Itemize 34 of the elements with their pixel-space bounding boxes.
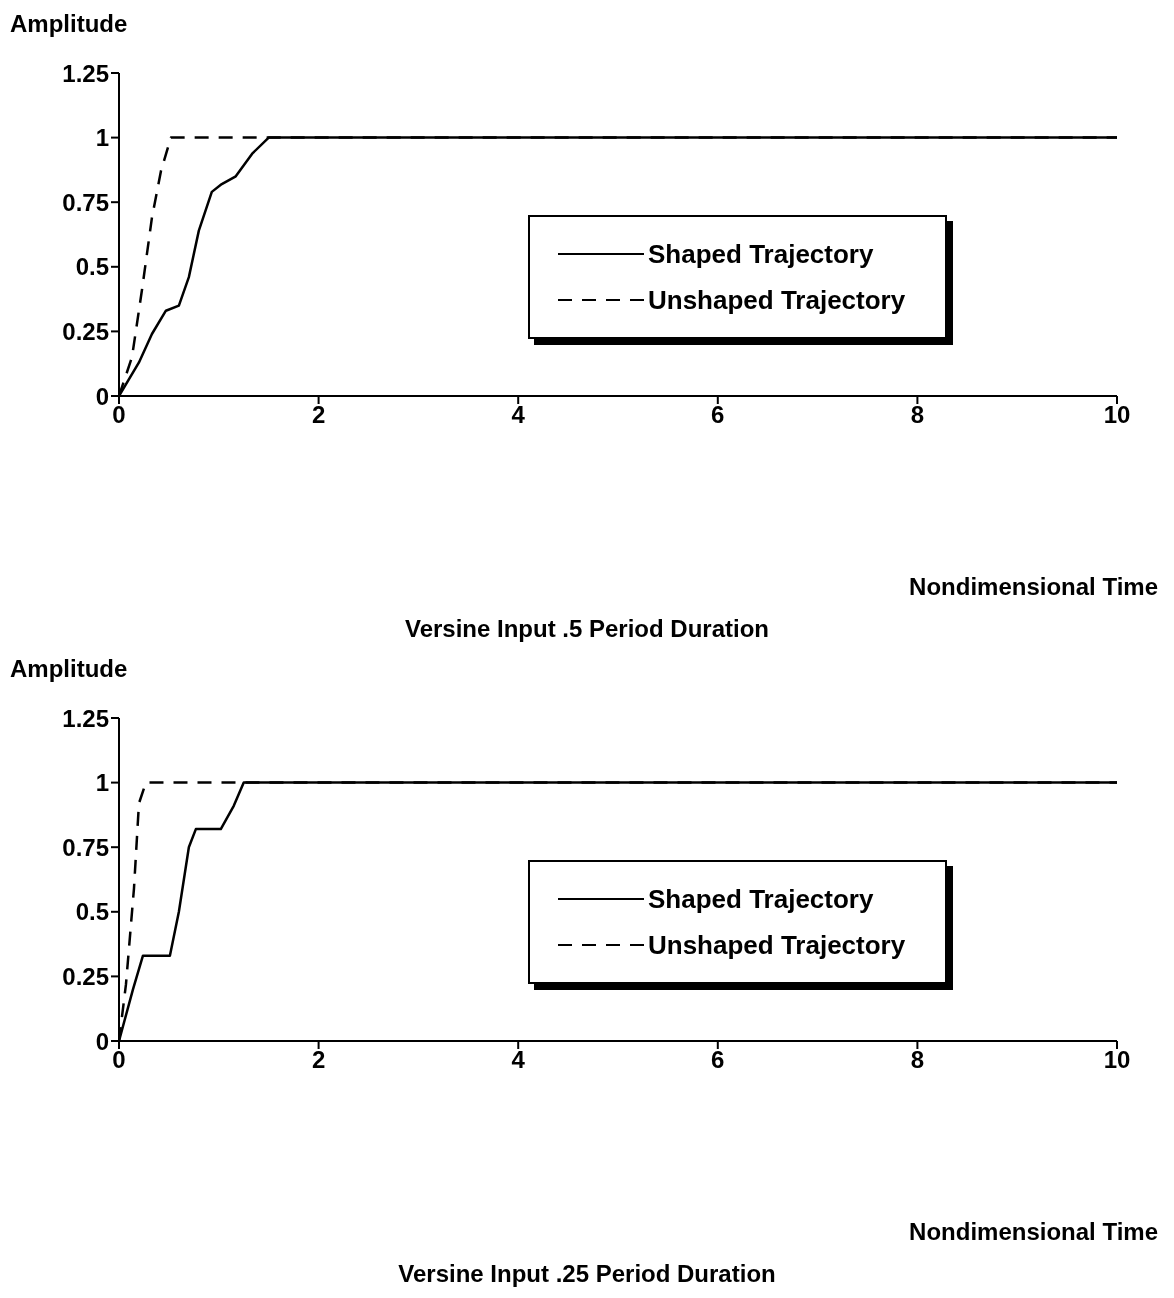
legend-label: Unshaped Trajectory	[648, 284, 906, 316]
x-tick-label: 2	[311, 401, 326, 429]
legend-label: Shaped Trajectory	[648, 238, 874, 270]
y-tick-label: 0	[95, 1027, 109, 1055]
legend-label: Unshaped Trajectory	[648, 929, 906, 961]
x-tick-label: 10	[1103, 401, 1131, 429]
y-tick-label: 0.75	[62, 833, 109, 861]
y-tick-label: 0.25	[62, 962, 109, 990]
y-tick-label: 0.5	[75, 253, 109, 281]
x-tick-label: 6	[711, 1046, 725, 1074]
text: Versine Input .5 Period Duration	[403, 615, 771, 643]
x-axis-title: Nondimensional Time	[909, 573, 1158, 601]
text: Versine Input .25 Period Duration	[397, 1260, 777, 1288]
x-tick-label: 4	[511, 1046, 526, 1074]
y-tick-label: 1.25	[62, 59, 109, 87]
x-tick-label: 8	[910, 401, 925, 429]
x-tick-label: 0	[112, 1046, 126, 1074]
legend-label: Shaped Trajectory	[648, 883, 874, 915]
x-tick-label: 6	[711, 401, 725, 429]
x-tick-label: 0	[112, 401, 126, 429]
x-axis-title: Nondimensional Time	[909, 1218, 1158, 1246]
x-tick-label: 8	[910, 1046, 925, 1074]
x-tick-label: 10	[1103, 1046, 1131, 1074]
y-tick-label: 0.25	[62, 317, 109, 345]
y-tick-label: 1	[95, 124, 109, 152]
x-tick-label: 2	[311, 1046, 326, 1074]
y-axis-title: Amplitude	[10, 10, 128, 38]
x-tick-label: 4	[511, 401, 526, 429]
y-tick-label: 1.25	[62, 704, 109, 732]
y-axis-title: Amplitude	[10, 655, 128, 683]
y-tick-label: 0.75	[62, 188, 109, 216]
y-tick-label: 0.5	[75, 898, 109, 926]
y-tick-label: 1	[95, 769, 109, 797]
y-tick-label: 0	[95, 382, 109, 410]
